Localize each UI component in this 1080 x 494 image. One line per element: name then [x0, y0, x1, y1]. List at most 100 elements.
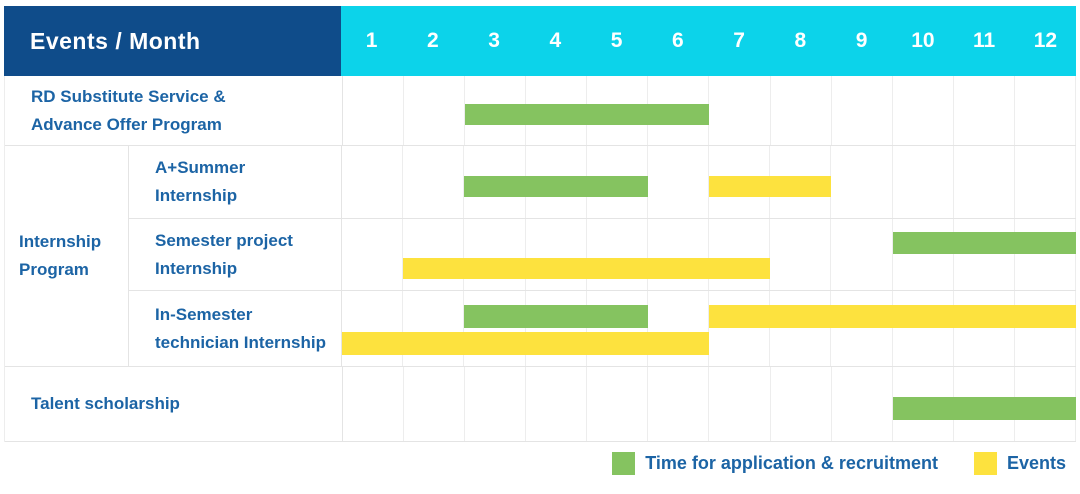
row-label-line: Semester project [155, 230, 293, 250]
grid-cell [954, 219, 1015, 290]
group-label: Internship Program [5, 146, 129, 366]
grid-cell [587, 219, 648, 290]
header-title: Events / Month [4, 6, 341, 76]
grid-cell [954, 291, 1015, 366]
row-label-line: Talent scholarship [31, 394, 180, 413]
grid-cell [648, 367, 710, 441]
grid-cell [709, 219, 771, 290]
grid-cell [771, 76, 832, 145]
grid-cell [403, 146, 465, 218]
grid-cell [893, 146, 954, 218]
grid-cell [771, 367, 832, 441]
legend-label: Events [1006, 453, 1066, 473]
yellow-swatch-icon [973, 452, 997, 475]
row-chart-area [341, 291, 1077, 366]
month-11: 11 [973, 29, 996, 52]
grid-cell [343, 76, 405, 145]
grid-cell [464, 219, 526, 290]
month-header: 1 2 3 4 5 6 7 8 9 10 11 12 [341, 6, 1076, 76]
grid-cell [342, 291, 404, 366]
month-1: 1 [365, 29, 378, 52]
table-header-row: Events / Month 1 2 3 4 5 6 7 8 9 10 11 1… [4, 6, 1076, 76]
table-body: RD Substitute Service & Advance Offer Pr… [4, 76, 1077, 442]
grid-cell [770, 219, 832, 290]
month-7: 7 [733, 29, 745, 52]
row-label: A+Summer Internship [129, 146, 341, 218]
gantt-bar-green [464, 305, 648, 328]
row-semester-project-internship: Semester project Internship [129, 219, 1077, 291]
chart-legend: Time for application & recruitment Event… [612, 452, 1066, 475]
gantt-bar-yellow [709, 305, 1076, 328]
grid-cell [893, 76, 954, 145]
grid-cell [648, 146, 710, 218]
row-label-line: Internship [155, 258, 238, 278]
grid-cell [343, 367, 405, 441]
month-10: 10 [911, 29, 935, 52]
grid-cell [832, 367, 893, 441]
row-label: Talent scholarship [5, 367, 342, 441]
row-label: RD Substitute Service & Advance Offer Pr… [5, 76, 342, 145]
grid-cell [1015, 76, 1076, 145]
grid-cell [526, 291, 587, 366]
events-month-table: Events / Month 1 2 3 4 5 6 7 8 9 10 11 1… [4, 6, 1077, 442]
row-label-line: Advance Offer Program [31, 114, 222, 134]
gantt-bar-yellow [403, 258, 771, 280]
month-5: 5 [610, 29, 623, 52]
group-label-line: Internship [19, 232, 102, 251]
month-8: 8 [794, 29, 807, 52]
grid-cell [709, 367, 771, 441]
green-swatch-icon [612, 452, 636, 475]
gantt-bar-yellow [342, 332, 709, 355]
row-chart-area [341, 146, 1077, 218]
grid-cell [342, 219, 404, 290]
grid-cell [587, 367, 649, 441]
grid-cell [526, 219, 587, 290]
month-6: 6 [672, 29, 684, 52]
grid-cell [1015, 146, 1077, 218]
gantt-bar-yellow [709, 175, 832, 198]
month-3: 3 [488, 29, 500, 52]
grid-cell [464, 291, 526, 366]
grid-cell [770, 291, 832, 366]
grid-cell [831, 146, 893, 218]
grid-cell [954, 146, 1015, 218]
grid-cell [893, 291, 954, 366]
grid-cell [403, 219, 465, 290]
grid-cell [587, 291, 648, 366]
grid-cell [342, 146, 404, 218]
legend-label: Time for application & recruitment [645, 453, 938, 473]
row-chart-area [341, 219, 1077, 290]
grid-cell [1015, 219, 1077, 290]
grid-cell [404, 76, 466, 145]
row-label-line: RD Substitute Service & [31, 86, 226, 106]
internship-program-group: Internship Program A+Summer Internship S… [5, 146, 1077, 367]
row-label-line: In-Semester [155, 304, 253, 324]
legend-item-events: Events [973, 452, 1066, 475]
row-label: Semester project Internship [129, 219, 341, 290]
row-chart-area [342, 76, 1076, 145]
month-4: 4 [549, 29, 562, 52]
grid-cell [403, 291, 465, 366]
row-label-line: A+Summer [155, 158, 246, 177]
legend-item-application-recruitment: Time for application & recruitment [612, 452, 938, 475]
row-a-plus-summer-internship: A+Summer Internship [129, 146, 1077, 219]
grid-cell [526, 367, 588, 441]
grid-cell [465, 367, 527, 441]
grid-cell [709, 291, 771, 366]
row-in-semester-technician-internship: In-Semester technician Internship [129, 291, 1077, 366]
grid-cell [831, 291, 893, 366]
row-rd-substitute-service: RD Substitute Service & Advance Offer Pr… [5, 76, 1076, 146]
grid-cell [954, 76, 1015, 145]
grid-cell [404, 367, 466, 441]
row-chart-area [342, 367, 1076, 441]
gantt-bar-green [892, 232, 1076, 254]
grid-cell [648, 219, 710, 290]
grid-cell [1015, 291, 1077, 366]
grid-cell [709, 76, 771, 145]
group-label-line: Program [19, 260, 89, 279]
gantt-bar-green [892, 397, 1076, 420]
month-12: 12 [1033, 29, 1058, 52]
gantt-bar-green [464, 175, 648, 198]
grid-cell [893, 219, 954, 290]
grid-cell [832, 76, 893, 145]
